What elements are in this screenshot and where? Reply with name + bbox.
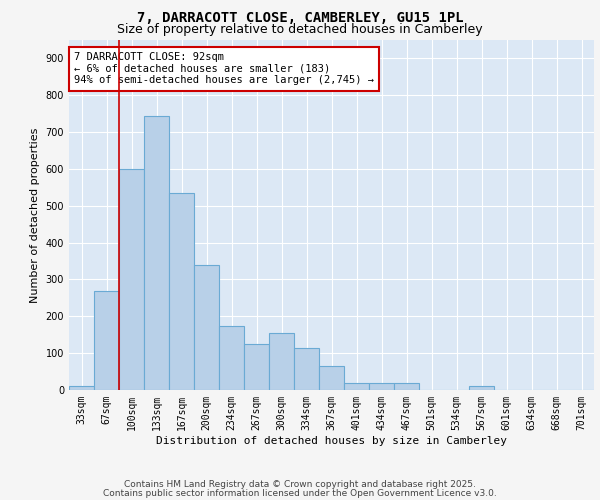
Bar bbox=[269, 333, 294, 390]
Text: Size of property relative to detached houses in Camberley: Size of property relative to detached ho… bbox=[117, 22, 483, 36]
Text: 7, DARRACOTT CLOSE, CAMBERLEY, GU15 1PL: 7, DARRACOTT CLOSE, CAMBERLEY, GU15 1PL bbox=[137, 11, 463, 25]
Bar bbox=[244, 344, 269, 390]
Bar bbox=[344, 382, 369, 390]
Text: 7 DARRACOTT CLOSE: 92sqm
← 6% of detached houses are smaller (183)
94% of semi-d: 7 DARRACOTT CLOSE: 92sqm ← 6% of detache… bbox=[74, 52, 374, 86]
Bar bbox=[294, 348, 319, 390]
Bar bbox=[469, 386, 494, 390]
Bar bbox=[394, 384, 419, 390]
Bar bbox=[219, 326, 244, 390]
X-axis label: Distribution of detached houses by size in Camberley: Distribution of detached houses by size … bbox=[156, 436, 507, 446]
Bar bbox=[194, 264, 219, 390]
Bar bbox=[119, 169, 144, 390]
Text: Contains public sector information licensed under the Open Government Licence v3: Contains public sector information licen… bbox=[103, 488, 497, 498]
Bar bbox=[319, 366, 344, 390]
Text: Contains HM Land Registry data © Crown copyright and database right 2025.: Contains HM Land Registry data © Crown c… bbox=[124, 480, 476, 489]
Bar bbox=[94, 290, 119, 390]
Bar bbox=[369, 382, 394, 390]
Y-axis label: Number of detached properties: Number of detached properties bbox=[30, 128, 40, 302]
Bar bbox=[69, 386, 94, 390]
Bar bbox=[144, 116, 169, 390]
Bar bbox=[169, 193, 194, 390]
